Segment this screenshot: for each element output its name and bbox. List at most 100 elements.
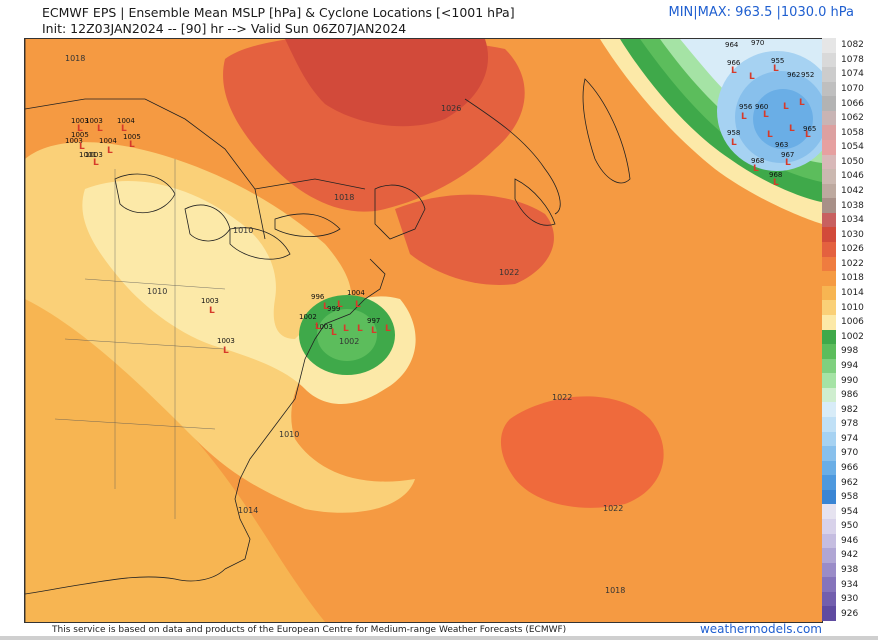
svg-text:L: L [337, 300, 343, 310]
contour-label: 1010 [279, 430, 299, 439]
colorbar-swatch [822, 533, 836, 549]
cyclone-label: 970 [751, 39, 764, 47]
colorbar-swatch [822, 154, 836, 170]
colorbar-label: 1038 [841, 200, 864, 211]
colorbar-swatch [822, 504, 836, 520]
cyclone-label: 1002 [299, 313, 317, 321]
contour-label: 1014 [238, 506, 258, 515]
cyclone-label: 1003 [315, 323, 333, 331]
cyclone-label: 1003 [65, 137, 83, 145]
colorbar-swatch [822, 52, 836, 68]
high-atlantic-s [500, 396, 664, 508]
cyclone-label: 966 [727, 59, 741, 67]
colorbar-swatch [822, 416, 836, 432]
colorbar-label: 1042 [841, 186, 864, 197]
contour-label: 1022 [499, 268, 519, 277]
colorbar-label: 978 [841, 419, 859, 430]
cyclone-label: 1003 [217, 337, 235, 345]
coastlines [25, 39, 631, 622]
colorbar-label: 1046 [841, 171, 864, 182]
high-quebec-core [285, 39, 489, 127]
colorbar-swatch [822, 577, 836, 593]
colorbar-swatch [822, 329, 836, 345]
colorbar-swatch [822, 606, 836, 622]
svg-text:L: L [355, 300, 361, 310]
ring-962 [753, 89, 813, 149]
colorbar-swatch [822, 169, 836, 185]
colorbar-label: 938 [841, 564, 859, 575]
colorbar-swatch [822, 38, 836, 54]
colorbar-label: 986 [841, 390, 859, 401]
colorbar-swatch [822, 242, 836, 258]
colorbar-swatch [822, 358, 836, 374]
colorbar-swatch [822, 271, 836, 287]
colorbar-swatch [822, 591, 836, 607]
colorbar-swatch [822, 431, 836, 447]
cyclone-label: 956 [739, 103, 753, 111]
cyclone-label: 1004 [347, 289, 365, 297]
colorbar-swatch [822, 110, 836, 126]
colorbar-label: 1062 [841, 113, 864, 124]
colorbar-label: 1034 [841, 215, 864, 226]
colorbar-label: 946 [841, 535, 859, 546]
svg-text:L: L [97, 124, 103, 134]
colorbar-label: 934 [841, 579, 859, 590]
cyclone-label: 968 [769, 171, 782, 179]
colorbar-label: 962 [841, 477, 859, 488]
cyclone-label: 1003 [201, 297, 219, 305]
low-eastcoast-core [317, 309, 377, 361]
colorbar-swatch [822, 300, 836, 316]
svg-text:L: L [79, 142, 85, 152]
colorbar-swatch [822, 285, 836, 301]
colorbar-swatch [822, 67, 836, 83]
svg-text:L: L [209, 306, 215, 316]
colorbar-label: 1018 [841, 273, 864, 284]
colorbar-label: 930 [841, 594, 859, 605]
colorbar-label: 1002 [841, 331, 864, 342]
svg-text:L: L [129, 140, 135, 150]
colorbar-label: 950 [841, 521, 859, 532]
colorbar-swatch [822, 489, 836, 505]
colorbar-label: 982 [841, 404, 859, 415]
cyclone-label: 1001 [79, 151, 97, 159]
svg-text:L: L [93, 158, 99, 168]
svg-text:L: L [323, 302, 329, 312]
contour-labels: 1018 1026 1018 1010 1010 1022 1002 1022 … [65, 54, 625, 595]
pressure-map[interactable]: 1018 1026 1018 1010 1010 1022 1002 1022 … [24, 38, 823, 623]
colorbar-label: 1070 [841, 84, 864, 94]
svg-text:L: L [315, 322, 321, 332]
svg-text:L: L [343, 324, 349, 334]
cyclone-label: 952 [801, 71, 814, 79]
svg-text:L: L [749, 72, 755, 82]
colorbar-label: 1066 [841, 98, 864, 109]
cyclone-label: 958 [727, 129, 740, 137]
cyclone-label: 964 [725, 41, 739, 49]
svg-text:L: L [783, 102, 789, 112]
svg-text:L: L [785, 158, 791, 168]
colorbar-swatch [822, 96, 836, 112]
weathermodels-link[interactable]: weathermodels.com [699, 622, 822, 636]
colorbar-swatch [822, 460, 836, 476]
colorbar-label: 998 [841, 346, 859, 357]
colorbar-swatch [822, 314, 836, 330]
minmax-readout: MIN|MAX: 963.5 |1030.0 hPa [668, 5, 855, 20]
colorbar-swatch [822, 518, 836, 535]
svg-text:L: L [805, 130, 811, 140]
colorbar-label: 942 [841, 550, 859, 561]
colorbar-label: 990 [841, 375, 859, 386]
cyclone-label: 1005 [123, 133, 141, 141]
svg-text:L: L [773, 178, 779, 188]
colorbar-label: 1026 [841, 244, 864, 255]
cyclone-label: 996 [311, 293, 325, 301]
svg-text:L: L [77, 124, 83, 134]
contour-label: 1010 [147, 287, 167, 296]
svg-text:L: L [799, 98, 805, 108]
colorbar-swatch [822, 198, 836, 214]
colorbar-swatch [822, 402, 836, 418]
colorbar-label: 1006 [841, 317, 864, 328]
map-subtitle: Init: 12Z03JAN2024 -- [90] hr --> Valid … [42, 21, 407, 36]
pressure-colorbar: 1082 1078 1074 1070 1066 1062 1058 1054 1050 1046… [822, 38, 878, 622]
high-atlantic-n [395, 194, 554, 285]
colorbar-swatch [822, 227, 836, 243]
